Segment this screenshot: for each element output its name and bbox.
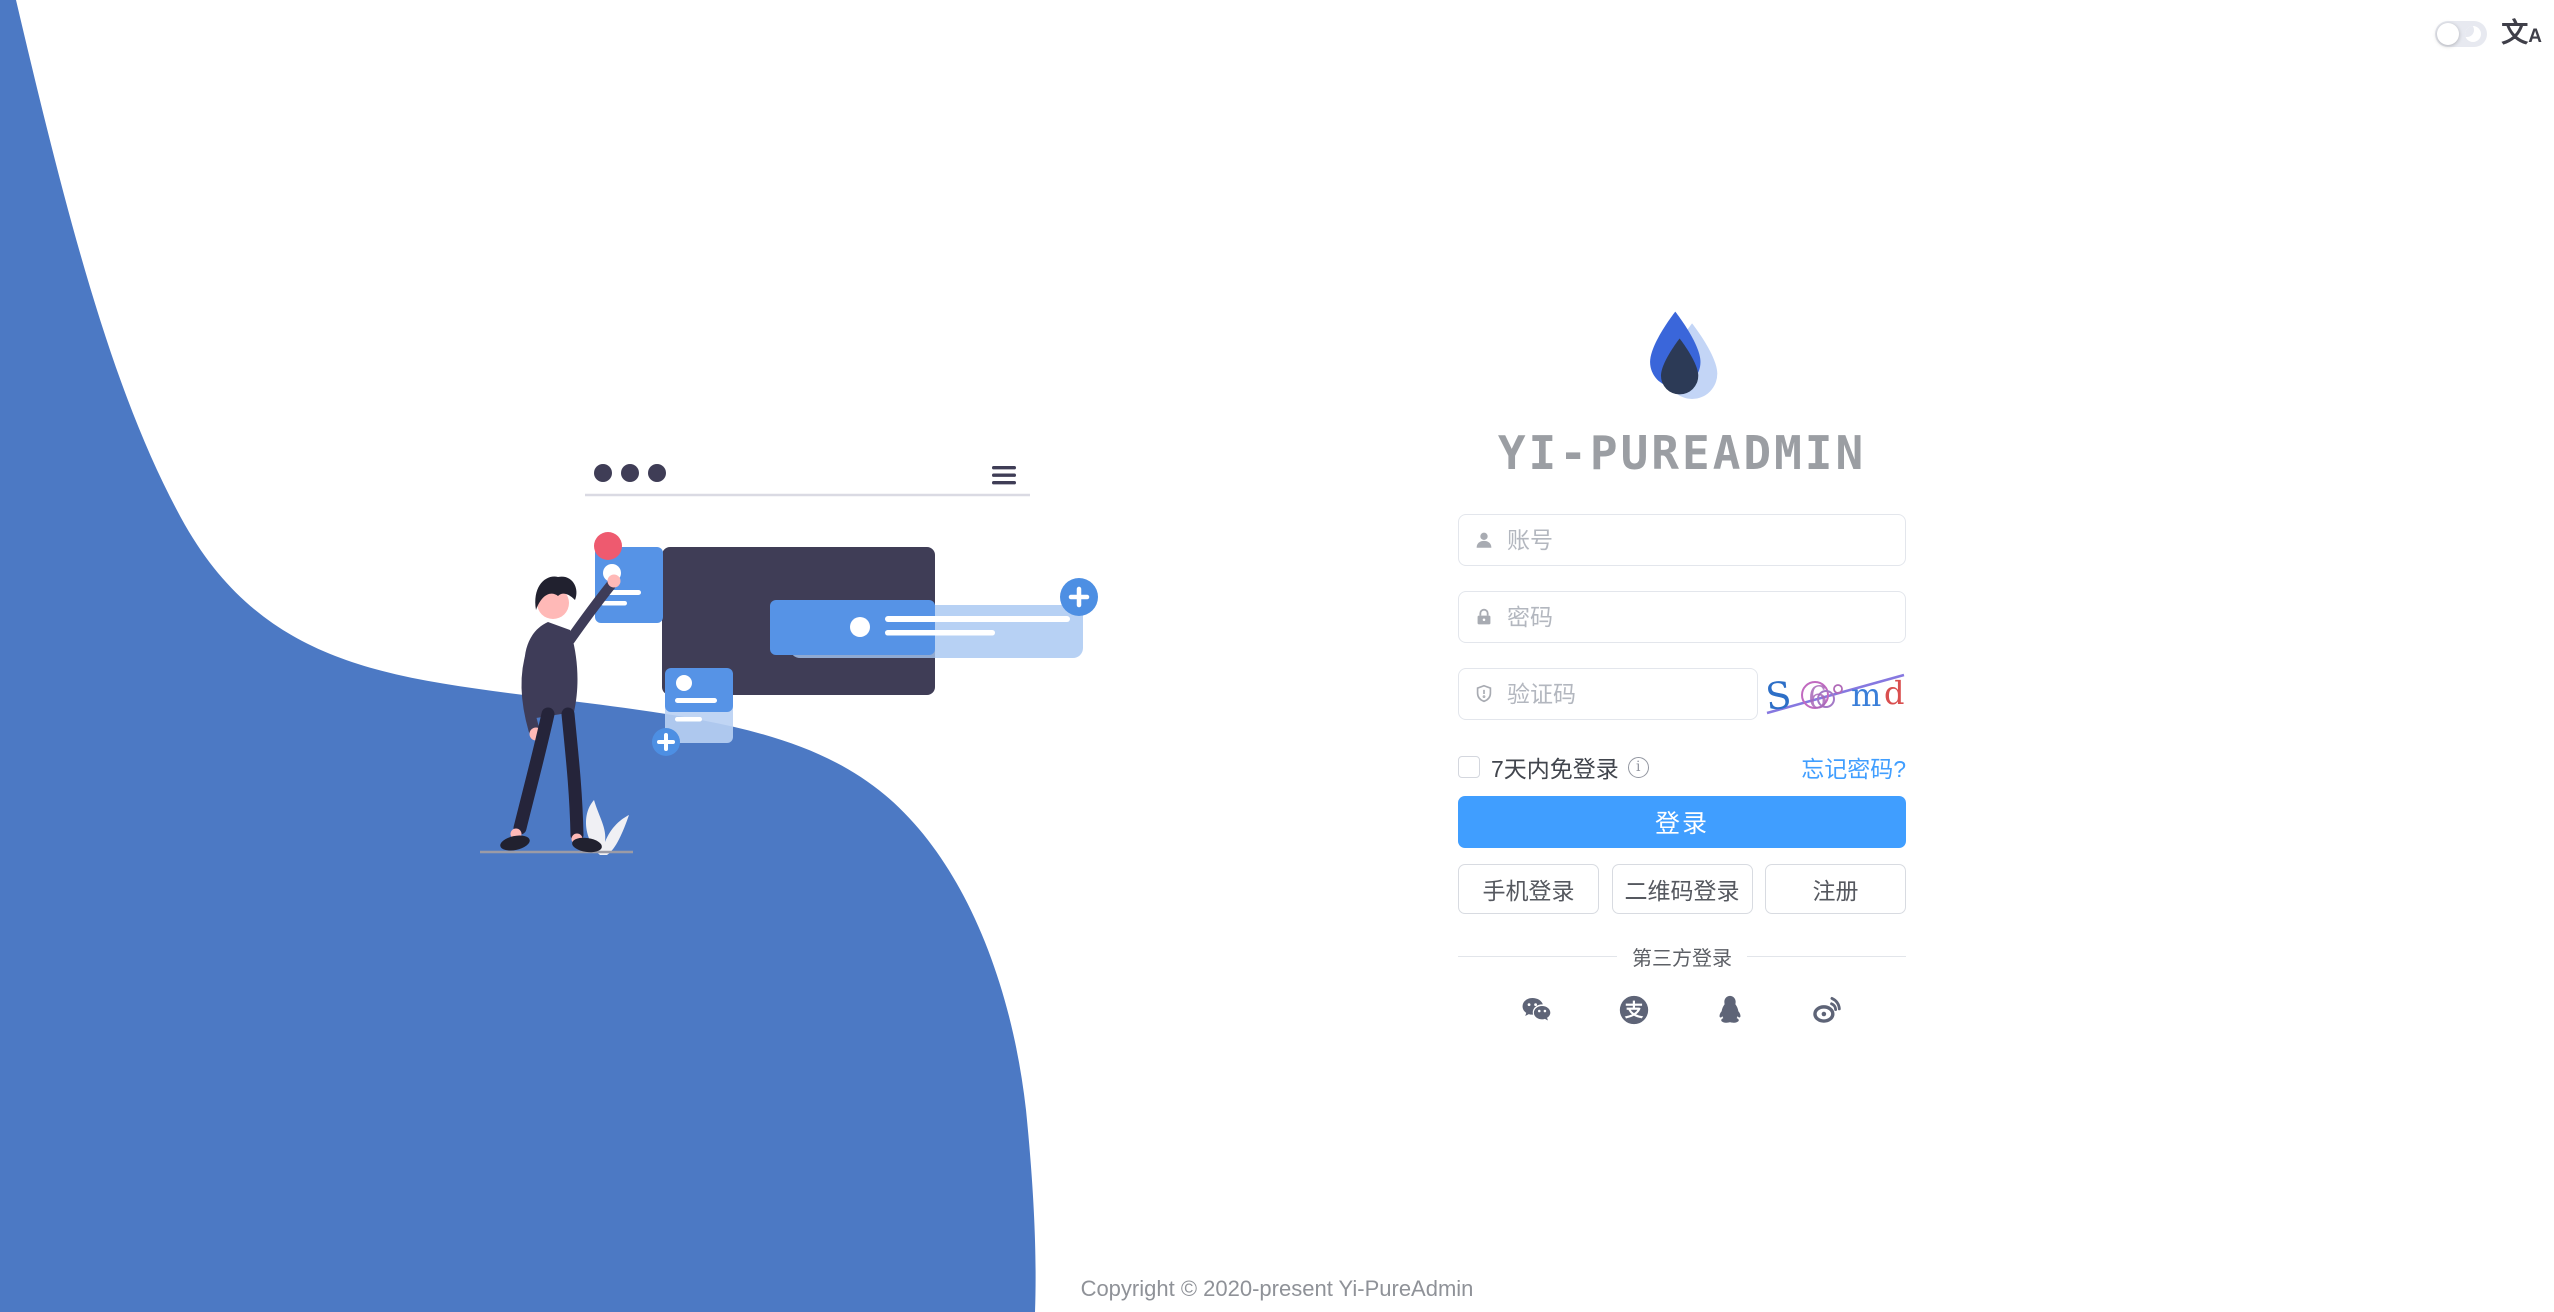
qq-icon[interactable]	[1713, 993, 1747, 1027]
wechat-icon[interactable]	[1520, 993, 1554, 1027]
captcha-char: m	[1851, 676, 1881, 714]
remember-checkbox[interactable]	[1458, 756, 1480, 778]
plus-icon	[657, 733, 675, 751]
alt-login-row: 手机登录 二维码登录 注册	[1458, 864, 1906, 914]
forgot-password-link[interactable]: 忘记密码?	[1801, 756, 1906, 782]
remember-label: 7天内免登录	[1491, 756, 1619, 782]
translate-icon[interactable]: 文A	[2501, 20, 2542, 47]
password-field	[1458, 591, 1906, 643]
third-party-divider: 第三方登录	[1458, 942, 1906, 971]
captcha-field	[1458, 668, 1758, 720]
alipay-icon[interactable]: 支	[1617, 993, 1651, 1027]
svg-text:支: 支	[1624, 999, 1644, 1020]
remember-row: 7天内免登录 忘记密码?	[1458, 754, 1906, 782]
topbar-controls: 文A	[2435, 20, 2542, 47]
hamburger-menu-icon	[992, 466, 1016, 485]
toggle-knob-icon	[2437, 22, 2460, 45]
moon-icon	[2465, 25, 2482, 42]
app-logo-icon	[1650, 311, 1718, 399]
qr-login-button[interactable]: 二维码登录	[1611, 864, 1753, 914]
login-panel: YI-PUREADMIN	[1458, 310, 1906, 1027]
captcha-image[interactable]: S 6 m d	[1764, 668, 1906, 720]
shield-icon	[1476, 684, 1492, 703]
divider-line	[1458, 955, 1617, 958]
app-title: YI-PUREADMIN	[1497, 426, 1867, 480]
illustration-red-dot	[594, 532, 622, 560]
captcha-row: S 6 m d	[1458, 668, 1906, 720]
captcha-char: S	[1765, 673, 1793, 718]
user-icon	[1476, 532, 1492, 548]
lock-icon	[1477, 608, 1491, 625]
username-input[interactable]	[1458, 514, 1906, 566]
translate-glyph: 文	[2501, 18, 2529, 48]
divider-label: 第三方登录	[1632, 948, 1732, 970]
illustration-person	[500, 574, 621, 853]
social-login-row: 支	[1458, 993, 1906, 1027]
phone-login-button[interactable]: 手机登录	[1458, 864, 1599, 914]
captcha-char: 6	[1808, 680, 1828, 716]
login-button[interactable]: 登录	[1458, 796, 1906, 848]
login-illustration	[480, 464, 1098, 855]
plus-icon	[1068, 586, 1090, 608]
translate-glyph-a: A	[2528, 26, 2542, 47]
register-button[interactable]: 注册	[1765, 864, 1906, 914]
password-input[interactable]	[1458, 591, 1906, 643]
info-icon[interactable]	[1627, 756, 1649, 778]
weibo-icon[interactable]	[1810, 993, 1844, 1027]
illustration-card-small	[652, 668, 733, 756]
divider-line	[1747, 955, 1906, 958]
captcha-char: d	[1884, 674, 1904, 712]
username-field	[1458, 514, 1906, 566]
theme-toggle[interactable]	[2435, 20, 2488, 47]
illustration-notification-bar	[770, 578, 1098, 658]
captcha-input[interactable]	[1458, 668, 1758, 720]
window-dots-icon	[594, 464, 666, 482]
copyright: Copyright © 2020-present Yi-PureAdmin	[1080, 1276, 1474, 1301]
